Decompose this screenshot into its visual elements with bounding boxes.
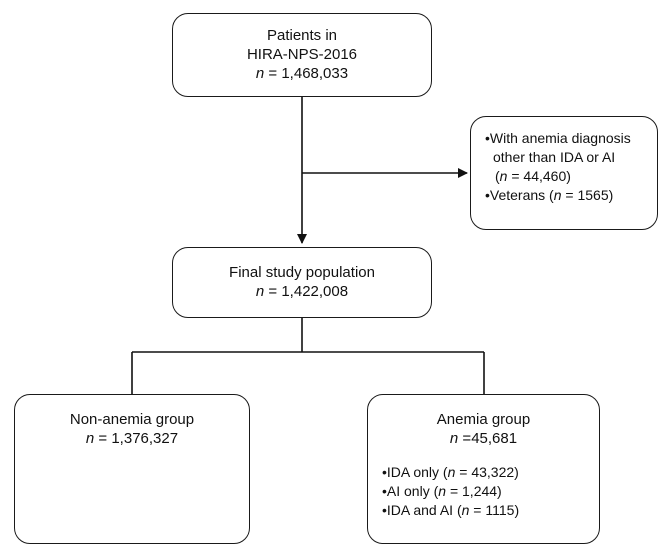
connector-lines <box>131 97 485 394</box>
anemia-count: n =45,681 <box>449 430 518 447</box>
non-anemia-title: Non-anemia group <box>69 411 195 428</box>
patients-line1: Patients in <box>266 27 338 44</box>
non-anemia-group-box: Non-anemia group n = 1,376,327 <box>14 394 250 544</box>
anemia-subgroup-ai: •AI only (n = 1,244) <box>382 483 502 499</box>
anemia-group-box: Anemia group n =45,681 •IDA only (n = 43… <box>367 394 600 544</box>
patients-count: n = 1,468,033 <box>255 65 349 82</box>
anemia-subgroup-ida: •IDA only (n = 43,322) <box>382 464 519 480</box>
patients-line2: HIRA-NPS-2016 <box>246 46 358 63</box>
excluded-item-anemia-count: (n = 44,460) <box>495 168 571 184</box>
anemia-subgroup-ida-and-ai: •IDA and AI (n = 1115) <box>382 502 520 518</box>
excluded-item-veterans: •Veterans (n = 1565) <box>485 187 614 203</box>
final-title: Final study population <box>229 264 375 281</box>
excluded-item-anemia-line1: •With anemia diagnosis <box>485 130 631 146</box>
anemia-title: Anemia group <box>436 411 531 428</box>
final-population-box: Final study population n = 1,422,008 <box>172 247 432 318</box>
patients-box: Patients in HIRA-NPS-2016 n = 1,468,033 <box>172 13 432 97</box>
excluded-item-anemia-line2: other than IDA or AI <box>493 149 616 165</box>
non-anemia-count: n = 1,376,327 <box>85 430 179 447</box>
final-count: n = 1,422,008 <box>255 283 349 300</box>
anemia-subgroup-list: •IDA only (n = 43,322) •AI only (n = 1,2… <box>368 448 599 520</box>
excluded-box: •With anemia diagnosis other than IDA or… <box>470 116 658 230</box>
